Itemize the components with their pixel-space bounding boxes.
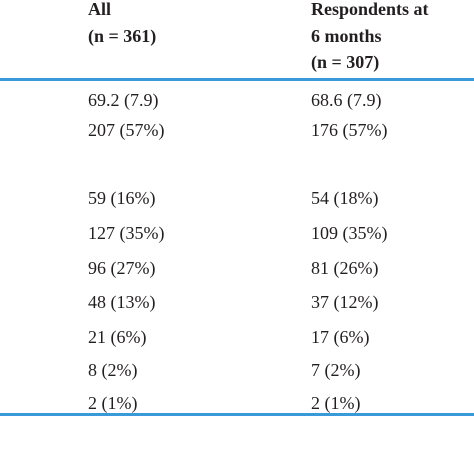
table-cell: 21 (6%) — [88, 327, 147, 347]
table-cell: 69.2 (7.9) — [88, 90, 159, 110]
table-cell: 7 (2%) — [311, 360, 361, 380]
table-cell: 2 (1%) — [88, 393, 138, 413]
table-cell: 207 (57%) — [88, 120, 165, 140]
table-cell: 59 (16%) — [88, 188, 156, 208]
table-cell: 68.6 (7.9) — [311, 90, 382, 110]
table-cell: 127 (35%) — [88, 223, 165, 243]
bottom-rule — [0, 413, 474, 416]
table-cell: 96 (27%) — [88, 258, 156, 278]
header-text: (n = 361) — [88, 25, 157, 46]
table-cell: 81 (26%) — [311, 258, 379, 278]
header-text: (n = 307) — [311, 52, 380, 72]
header-text: All — [88, 0, 112, 19]
header-text: 6 months — [311, 25, 382, 46]
table-cell: 109 (35%) — [311, 223, 388, 243]
header-text: Respondents at — [311, 0, 429, 19]
table-cell: 37 (12%) — [311, 292, 379, 312]
table-cell: 2 (1%) — [311, 393, 361, 413]
table-cell: 17 (6%) — [311, 327, 370, 347]
header-rule — [0, 78, 474, 81]
table-cell: 48 (13%) — [88, 292, 156, 312]
table-cell: 176 (57%) — [311, 120, 388, 140]
table-cell: 8 (2%) — [88, 360, 138, 380]
table-cell: 54 (18%) — [311, 188, 379, 208]
